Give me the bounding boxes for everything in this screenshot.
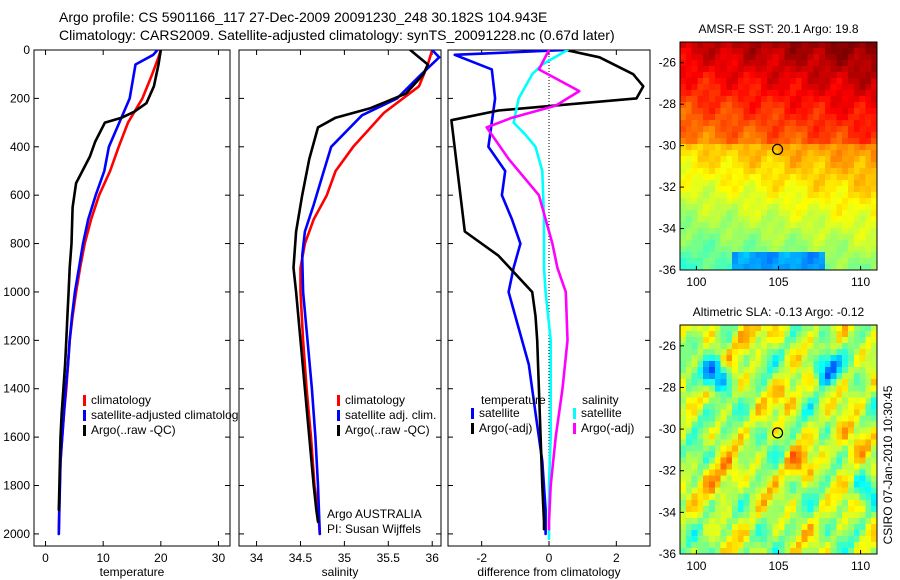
- map-panels: AMSR-E SST: 20.1 Argo: 19.8 100 105 110 -26 -…: [659, 22, 895, 573]
- legend-swatch: [337, 395, 340, 406]
- difference-xtick-label: -2: [476, 551, 487, 565]
- sla-map-xtick-label: 105: [768, 559, 788, 573]
- sla-map-xtick-label: 100: [686, 559, 706, 573]
- series-temperature-satellite: [453, 50, 568, 536]
- difference-xtick-label: 2: [613, 551, 620, 565]
- depth-tick-label: 2000: [3, 527, 30, 541]
- sla-map-ytick-label: -36: [659, 547, 677, 561]
- salinity-xtick-label: 34.5: [289, 551, 313, 565]
- sst-map-ytick-label: -26: [659, 56, 677, 70]
- legend-swatch: [83, 425, 86, 436]
- legend-label: satellite adj. clim.: [345, 408, 436, 422]
- series-argo-raw-qc-: [57, 50, 163, 512]
- legend-label: Argo(-adj): [479, 421, 532, 435]
- depth-tick-label: 400: [10, 140, 30, 154]
- series-satellite-adjusted-climatology: [57, 50, 159, 536]
- legend-label: satellite: [581, 406, 622, 420]
- legend-label: Argo(..raw -QC): [345, 423, 430, 437]
- temperature-panel: 0 10 20 30 0 200 400 600 800 1000 1200 1400 1600 1800…: [3, 43, 238, 579]
- legend-label: climatology: [91, 393, 151, 407]
- legend-swatch: [337, 410, 340, 421]
- depth-tick-label: 800: [10, 237, 30, 251]
- salinity-panel: 34 34.5 35 35.5 36 salinity climatologysatelli…: [238, 49, 442, 579]
- depth-tick-label: 1000: [3, 285, 30, 299]
- legend-title-salinity: salinity: [582, 393, 619, 407]
- legend-label: Argo(..raw -QC): [91, 423, 176, 437]
- header-line-1: Argo profile: CS 5901166_117 27-Dec-2009…: [59, 9, 547, 25]
- series-salinity-satellite: [512, 50, 569, 541]
- sla-map-xtick-label: 110: [851, 559, 870, 573]
- float-program-label: Argo AUSTRALIA: [327, 507, 422, 521]
- legend-title-temperature: temperature: [481, 393, 546, 407]
- header-line-2: Climatology: CARS2009. Satellite-adjuste…: [59, 27, 615, 43]
- difference-xlabel: difference from climatology: [477, 565, 620, 579]
- legend-label: satellite-adjusted climatolog: [91, 408, 238, 422]
- series-salinity-argo-adj-: [485, 50, 581, 531]
- temperature-xtick-label: 30: [212, 551, 226, 565]
- difference-xtick-label: 0: [546, 551, 553, 565]
- salinity-frame: [238, 49, 442, 547]
- sla-map-ytick-label: -32: [659, 464, 677, 478]
- sst-map-float-marker: [771, 143, 784, 156]
- legend-swatch: [573, 408, 576, 419]
- timestamp-label: CSIRO 07-Jan-2010 10:30:45: [881, 385, 895, 544]
- sla-map-field: [680, 325, 878, 555]
- depth-tick-label: 1600: [3, 430, 30, 444]
- sst-map-title: AMSR-E SST: 20.1 Argo: 19.8: [698, 22, 858, 36]
- sst-map-ytick-label: -34: [659, 222, 677, 236]
- sst-map: AMSR-E SST: 20.1 Argo: 19.8 100 105 110 -26 -…: [659, 22, 878, 289]
- legend-label: climatology: [345, 393, 405, 407]
- series-temperature-argo-adj-: [450, 50, 645, 531]
- sla-map-ytick-label: -28: [659, 380, 677, 394]
- sla-map-ytick-label: -26: [659, 339, 677, 353]
- series-argo-raw-qc-: [292, 50, 430, 524]
- series-climatology: [299, 50, 434, 536]
- legend-label: Argo(-adj): [581, 421, 634, 435]
- depth-tick-label: 200: [10, 91, 30, 105]
- depth-tick-label: 0: [23, 43, 30, 57]
- temperature-xtick-label: 0: [42, 551, 49, 565]
- temperature-xlabel: temperature: [100, 565, 165, 579]
- sla-map-title: Altimetric SLA: -0.13 Argo: -0.12: [693, 305, 865, 319]
- sst-map-xtick-label: 110: [851, 275, 870, 289]
- sst-map-ytick-label: -30: [659, 139, 677, 153]
- depth-tick-label: 1800: [3, 479, 30, 493]
- sst-map-field: [680, 42, 878, 271]
- legend-swatch: [573, 423, 576, 434]
- legend-swatch: [83, 410, 86, 421]
- temperature-frame: [33, 49, 231, 547]
- legend-swatch: [471, 408, 474, 419]
- sla-map: Altimetric SLA: -0.13 Argo: -0.12 100 105 1…: [659, 305, 895, 573]
- series-satellite-adj-clim-: [300, 50, 441, 536]
- sst-map-xtick-label: 100: [686, 275, 706, 289]
- salinity-xtick-label: 34: [250, 551, 264, 565]
- salinity-xtick-label: 36: [426, 551, 440, 565]
- profile-panels: 0 10 20 30020040060080010001200140016001800…: [3, 43, 651, 579]
- salinity-xtick-label: 35.5: [377, 551, 401, 565]
- legend-label: satellite: [479, 406, 520, 420]
- sla-map-ytick-label: -34: [659, 505, 677, 519]
- legend-swatch: [471, 423, 474, 434]
- temperature-xtick-label: 10: [96, 551, 110, 565]
- depth-tick-label: 1400: [3, 382, 30, 396]
- depth-tick-label: 1200: [3, 333, 30, 347]
- sla-map-float-marker: [771, 427, 784, 439]
- legend-swatch: [337, 425, 340, 436]
- sst-map-ytick-label: -28: [659, 97, 677, 111]
- temperature-xtick-label: 20: [154, 551, 168, 565]
- legend-swatch: [83, 395, 86, 406]
- depth-tick-label: 600: [10, 188, 30, 202]
- sst-map-xtick-label: 105: [768, 275, 788, 289]
- sst-map-ytick-label: -36: [659, 263, 677, 277]
- salinity-xtick-label: 35: [338, 551, 352, 565]
- sla-map-ytick-label: -30: [659, 422, 677, 436]
- sst-map-ytick-label: -32: [659, 180, 677, 194]
- float-pi-label: PI: Susan Wijffels: [327, 522, 421, 536]
- salinity-xlabel: salinity: [322, 565, 359, 579]
